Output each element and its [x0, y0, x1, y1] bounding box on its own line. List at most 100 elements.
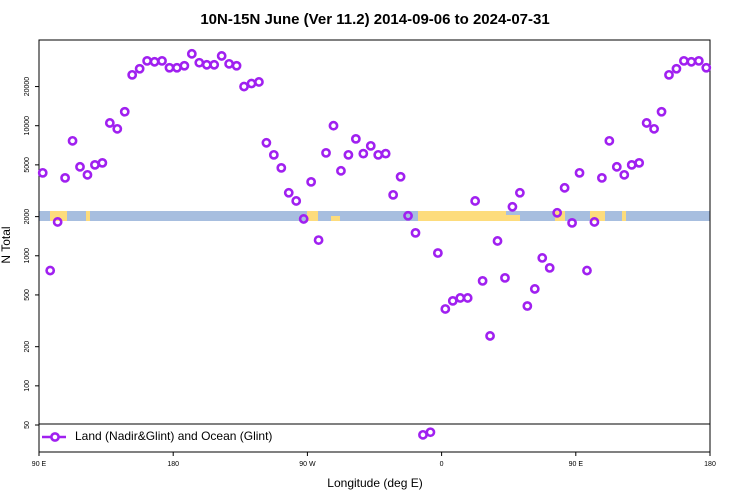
y-tick-label: 50: [24, 421, 31, 429]
x-tick-label: 180: [704, 461, 716, 468]
point: [179, 60, 190, 71]
point: [291, 196, 302, 206]
land-band: [622, 211, 626, 221]
x-tick-label: 90 E: [32, 461, 47, 468]
point: [37, 167, 48, 178]
y-tick-label: 10000: [24, 116, 31, 136]
point: [336, 165, 346, 176]
point: [283, 187, 294, 198]
point: [380, 148, 391, 159]
y-tick-label: 1000: [24, 248, 31, 264]
ocean-band: [39, 211, 710, 221]
point: [567, 217, 577, 228]
point: [432, 248, 443, 258]
point: [298, 214, 309, 224]
point: [306, 176, 317, 187]
point: [492, 236, 503, 246]
x-tick-label: 0: [440, 461, 444, 468]
point: [671, 63, 682, 74]
point: [619, 169, 630, 180]
point: [462, 293, 473, 303]
point: [514, 187, 525, 198]
point: [641, 118, 652, 128]
legend-marker: [50, 432, 60, 442]
land-ocean-band: [39, 211, 710, 221]
point: [559, 182, 570, 193]
point: [693, 55, 704, 66]
y-tick-label: 20000: [24, 77, 31, 97]
plot-frame: [38, 39, 711, 453]
point: [276, 162, 287, 173]
point: [395, 171, 406, 182]
point: [127, 69, 138, 80]
y-axis-label: N Total: [0, 226, 13, 263]
x-axis-label: Longitude (deg E): [327, 476, 422, 490]
point: [537, 253, 548, 263]
point: [67, 135, 78, 146]
legend-label: Land (Nadir&Glint) and Ocean (Glint): [75, 429, 272, 443]
point: [485, 331, 495, 341]
point: [209, 59, 220, 70]
point: [343, 149, 354, 160]
point: [403, 210, 413, 221]
point: [119, 106, 130, 117]
point: [522, 301, 533, 311]
point: [134, 63, 145, 74]
land-band: [307, 211, 318, 221]
point: [45, 265, 56, 276]
point: [104, 118, 115, 128]
point: [350, 133, 361, 144]
point: [254, 77, 264, 87]
land-band: [331, 216, 340, 221]
point: [656, 106, 667, 117]
land-band: [506, 215, 520, 221]
point: [60, 172, 70, 183]
point: [52, 217, 63, 227]
point: [358, 148, 369, 159]
land-band: [50, 211, 67, 221]
point: [552, 207, 563, 218]
point: [425, 427, 436, 438]
y-tick-label: 5000: [24, 157, 31, 173]
point: [82, 169, 93, 180]
point: [410, 227, 421, 238]
point: [388, 189, 399, 200]
point: [649, 123, 659, 134]
point: [97, 157, 108, 168]
point: [611, 161, 622, 172]
point: [507, 201, 518, 212]
y-tick-label: 2000: [24, 209, 31, 225]
point: [574, 167, 585, 178]
point: [112, 123, 123, 134]
point: [664, 69, 674, 80]
point: [313, 235, 324, 245]
chart-title: 10N-15N June (Ver 11.2) 2014-09-06 to 20…: [200, 11, 549, 28]
point: [634, 157, 645, 168]
point: [216, 51, 227, 61]
land-band: [590, 211, 605, 221]
x-tick-label: 180: [167, 461, 179, 468]
point: [470, 196, 481, 206]
land-band: [418, 211, 506, 221]
y-tick-label: 100: [24, 380, 31, 392]
point: [261, 137, 272, 148]
land-band: [86, 211, 90, 221]
y-tick-label: 200: [24, 341, 31, 353]
point: [239, 81, 249, 92]
point: [186, 48, 197, 59]
point: [701, 62, 712, 73]
point: [589, 217, 600, 227]
x-tick-label: 90 E: [569, 461, 584, 468]
point: [231, 60, 242, 71]
point: [75, 161, 85, 172]
point: [321, 147, 331, 158]
point: [582, 265, 592, 276]
point: [365, 140, 376, 151]
point: [604, 135, 615, 146]
point: [477, 275, 488, 286]
point: [596, 172, 607, 183]
point: [157, 55, 167, 66]
point: [500, 272, 510, 283]
x-tick-label: 90 W: [299, 461, 316, 468]
